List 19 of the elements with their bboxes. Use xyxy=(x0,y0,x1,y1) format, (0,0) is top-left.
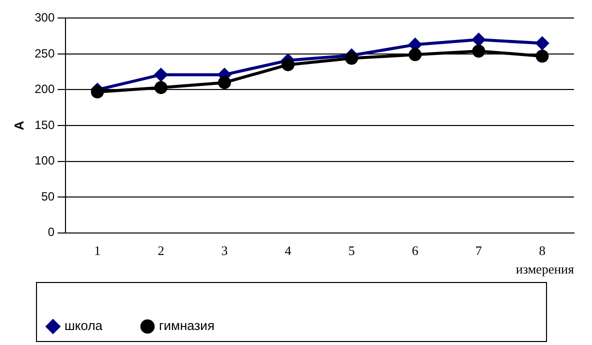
legend-label: школа xyxy=(64,318,104,334)
y-tick-label: 250 xyxy=(34,46,55,60)
x-tick-label: 6 xyxy=(412,243,419,258)
x-axis-title: измерения xyxy=(516,262,574,277)
y-tick-label: 100 xyxy=(34,154,55,168)
y-tick-label: 150 xyxy=(34,118,55,132)
x-tick-label: 3 xyxy=(221,243,228,258)
y-tick-label: 300 xyxy=(34,10,55,25)
x-tick-label: 7 xyxy=(475,243,482,258)
legend-label: гимназия xyxy=(159,318,214,334)
x-tick-label: 5 xyxy=(348,243,355,258)
y-tick-label: 50 xyxy=(41,189,55,204)
y-axis-title: А xyxy=(11,120,26,130)
x-tick-label: 8 xyxy=(538,243,546,258)
y-tick-label: 0 xyxy=(48,225,55,240)
x-tick-label: 1 xyxy=(94,243,101,258)
x-tick-label: 4 xyxy=(284,243,292,258)
x-tick-label: 2 xyxy=(158,243,164,258)
y-tick-label: 200 xyxy=(34,82,55,96)
